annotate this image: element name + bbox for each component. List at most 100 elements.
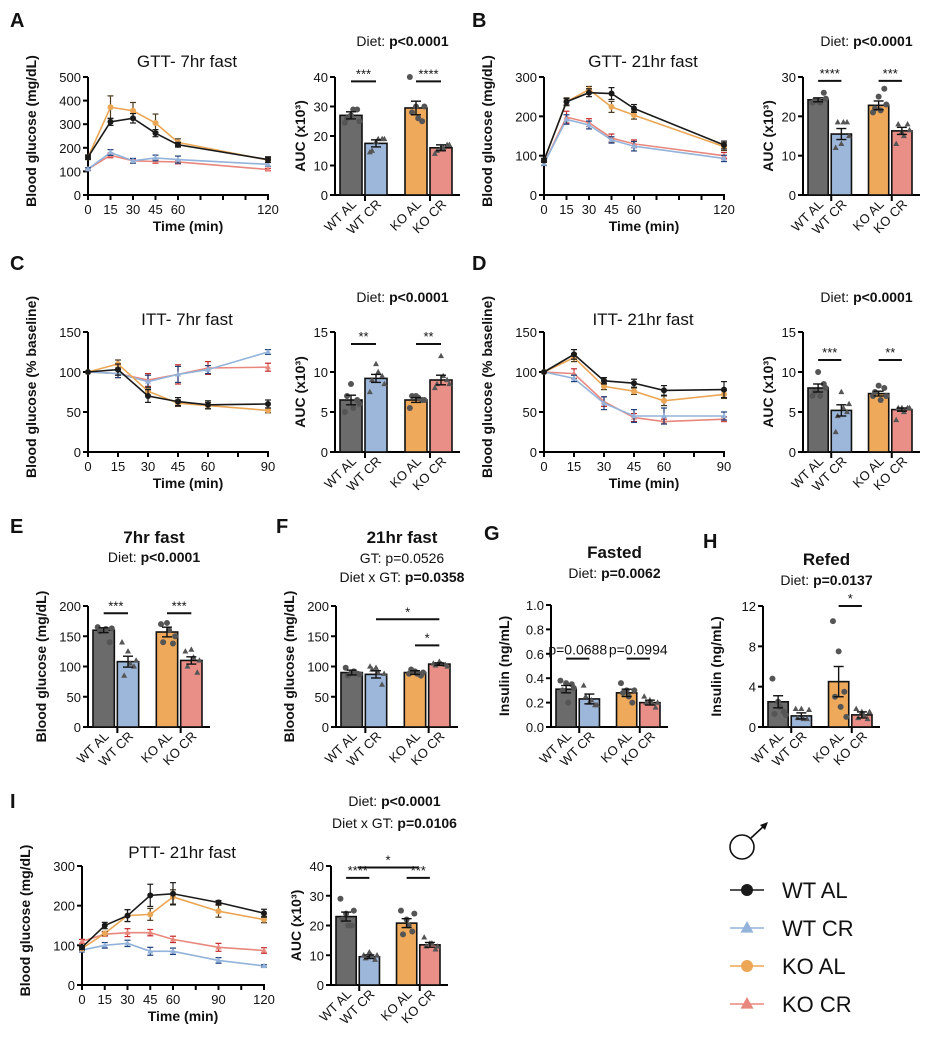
individual-point — [906, 126, 913, 133]
data-point — [175, 398, 181, 405]
stat-text: Diet: p<0.0001 — [356, 33, 448, 49]
x-tick-label: 60 — [627, 202, 641, 217]
y-tick-label: 30 — [782, 70, 796, 85]
data-point — [265, 161, 271, 167]
individual-point — [570, 684, 577, 691]
y-axis-label: Blood glucose (mg/dL) — [23, 55, 39, 207]
x-tick-label: 30 — [126, 202, 140, 217]
significance-bracket: *** — [166, 598, 192, 615]
data-point — [261, 916, 267, 923]
y-tick-label: 50 — [67, 405, 81, 420]
individual-point — [846, 400, 853, 407]
data-point — [79, 938, 85, 944]
x-tick-label: 0 — [540, 202, 547, 217]
significance-bracket: ** — [416, 329, 441, 345]
bar-group-wt-al — [807, 89, 830, 196]
y-tick-label: 10 — [310, 948, 324, 963]
y-tick-label: 0.4 — [526, 671, 544, 686]
x-axis-label: Time (min) — [153, 475, 224, 491]
x-tick-label: 60 — [166, 992, 180, 1007]
x-tick-label: 30 — [120, 992, 134, 1007]
individual-point — [594, 701, 601, 708]
individual-point — [409, 109, 416, 116]
individual-point — [444, 663, 451, 669]
data-point — [205, 366, 211, 372]
y-tick-label: 10 — [782, 149, 796, 164]
data-point — [152, 130, 159, 137]
y-axis-label: AUC (x10³) — [288, 890, 304, 962]
y-tick-label: 0 — [321, 445, 328, 460]
stat-label: Diet: — [348, 793, 381, 809]
data-point — [631, 105, 637, 112]
data-point — [152, 120, 159, 127]
significance-label: ** — [358, 329, 368, 344]
y-tick-label: 200 — [53, 899, 75, 914]
significance-bracket: **** — [346, 863, 370, 879]
stat-label: Diet: — [820, 289, 853, 305]
y-axis-label: Blood glucose (mg/dL) — [33, 591, 49, 743]
individual-point — [881, 85, 888, 92]
legend-circle-marker — [741, 884, 753, 896]
male-symbol-arrowhead — [760, 822, 768, 830]
series-line — [87, 154, 269, 171]
individual-point — [337, 895, 344, 902]
y-tick-label: 0 — [74, 188, 81, 203]
series-wt-cr — [79, 939, 267, 969]
legend-item-wt-al: WT AL — [730, 878, 848, 903]
y-tick-label: 200 — [59, 141, 81, 156]
individual-point — [182, 648, 189, 654]
bar — [890, 130, 913, 196]
significance-label: **** — [820, 66, 840, 81]
series-wt-al — [541, 87, 727, 164]
data-point — [170, 936, 176, 942]
significance-bracket: **** — [818, 66, 842, 82]
data-point — [215, 899, 222, 906]
series-line — [543, 118, 725, 164]
y-tick-label: 0 — [789, 188, 796, 203]
individual-point — [617, 680, 624, 687]
significance-bracket: * — [357, 852, 419, 869]
x-tick-label: 0 — [540, 459, 547, 474]
significance-bracket: *** — [406, 863, 430, 879]
bar — [340, 671, 364, 728]
individual-point — [342, 664, 349, 671]
bar-group-wt-al — [767, 675, 790, 728]
individual-point — [629, 699, 636, 706]
stat-pvalue: p<0.0001 — [141, 549, 201, 565]
data-point — [175, 156, 181, 162]
y-tick-label: 100 — [59, 660, 81, 675]
legend: WT AL WT CR KO AL KO CR — [729, 822, 854, 1017]
bar — [364, 673, 388, 728]
bar-group-wt-al — [339, 381, 363, 453]
chart-title: ITT- 21hr fast — [592, 310, 693, 329]
stat-text: Diet x GT: p=0.0106 — [332, 815, 457, 831]
individual-point — [875, 93, 882, 100]
data-point — [265, 407, 271, 414]
bar — [364, 377, 388, 453]
y-tick-label: 4 — [749, 680, 756, 695]
individual-point — [559, 687, 566, 694]
individual-point — [893, 140, 900, 147]
legend-item-ko-al: KO AL — [730, 954, 846, 979]
individual-point — [641, 693, 648, 699]
significance-label: * — [848, 591, 853, 606]
data-point — [586, 89, 592, 96]
x-tick-label: 15 — [567, 459, 581, 474]
data-point — [608, 103, 615, 110]
individual-point — [366, 388, 373, 395]
individual-point — [350, 907, 357, 914]
individual-point — [864, 715, 871, 722]
stat-label: Diet: — [356, 33, 389, 49]
individual-point — [158, 621, 165, 628]
stat-label: Diet: — [820, 33, 853, 49]
stat-text: Diet: p=0.0062 — [568, 565, 660, 581]
individual-point — [379, 372, 386, 379]
y-tick-label: 20 — [314, 129, 328, 144]
y-axis-label: Insulin (ng/mL) — [708, 616, 724, 716]
y-tick-label: 0 — [530, 445, 537, 460]
panel-letter: E — [10, 516, 23, 538]
stat-label: Diet: — [108, 549, 141, 565]
individual-point — [841, 688, 848, 695]
data-point — [261, 962, 267, 969]
